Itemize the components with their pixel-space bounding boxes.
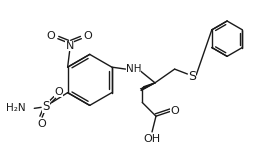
Text: S: S — [42, 100, 50, 113]
Text: O: O — [54, 87, 63, 97]
Text: O: O — [170, 106, 179, 116]
Text: O: O — [84, 31, 93, 41]
Text: N: N — [66, 41, 74, 51]
Text: O: O — [47, 31, 55, 41]
Polygon shape — [141, 83, 155, 91]
Text: NH: NH — [126, 64, 141, 74]
Text: O: O — [38, 119, 46, 129]
Text: H₂N: H₂N — [6, 103, 25, 113]
Text: OH: OH — [144, 134, 161, 144]
Text: S: S — [188, 70, 196, 83]
